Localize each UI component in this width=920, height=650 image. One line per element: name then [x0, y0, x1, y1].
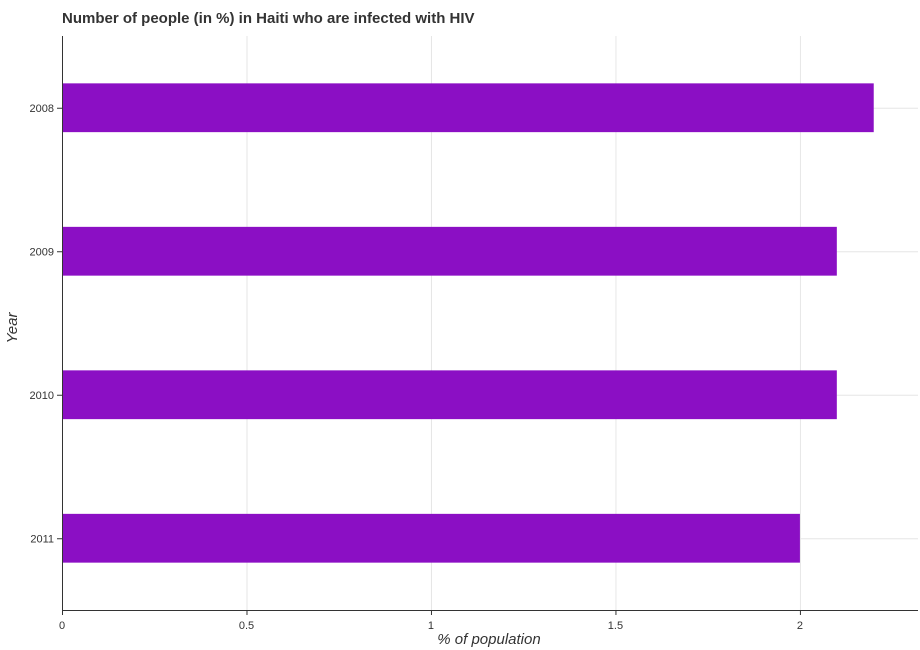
bars: [62, 83, 874, 563]
y-tick-label-2008: 2008: [30, 103, 54, 115]
x-axis-label: % of population: [437, 631, 540, 648]
x-tick-label-1: 0.5: [239, 620, 254, 632]
y-tick-label-2009: 2009: [30, 246, 54, 258]
x-tick-labels: 0 0.5 1 1.5 2: [59, 610, 803, 632]
x-tick-label-4: 2: [797, 620, 803, 632]
bar-2010: [62, 370, 837, 420]
y-tick-labels: 2008 2009 2010 2011: [30, 103, 62, 545]
bar-2011: [62, 513, 800, 563]
chart-title: Number of people (in %) in Haiti who are…: [62, 10, 475, 27]
x-tick-label-3: 1.5: [608, 620, 623, 632]
x-tick-label-0: 0: [59, 620, 65, 632]
bar-2008: [62, 83, 874, 133]
y-tick-label-2011: 2011: [30, 533, 54, 545]
bar-2009: [62, 226, 837, 276]
y-tick-label-2010: 2010: [30, 390, 54, 402]
x-tick-label-2: 1: [428, 620, 434, 632]
y-axis-label: Year: [4, 312, 21, 344]
axes: [62, 36, 918, 611]
